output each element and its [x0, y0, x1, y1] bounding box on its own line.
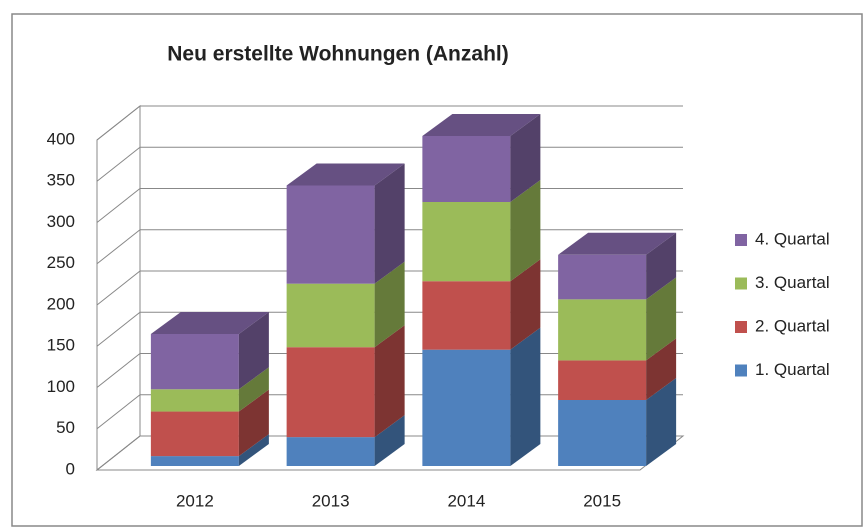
bar-top	[286, 163, 405, 186]
bar-segment	[286, 283, 375, 348]
bar-segment	[286, 185, 375, 284]
bar-top	[422, 114, 541, 136]
y-tick-label: 100	[47, 377, 75, 396]
y-tick-label: 150	[47, 336, 75, 355]
bar-segment	[558, 400, 647, 466]
legend-label: 1. Quartal	[755, 360, 830, 379]
bar-segment	[150, 411, 239, 457]
bar-side	[374, 163, 405, 284]
chart-title: Neu erstellte Wohnungen (Anzahl)	[167, 43, 508, 66]
bar-top	[558, 232, 677, 255]
bar-segment	[422, 281, 511, 350]
bar-side	[238, 434, 269, 466]
legend-swatch	[735, 364, 747, 377]
bar-segment	[286, 437, 375, 466]
bar-side	[646, 378, 677, 466]
bar-segment	[150, 456, 239, 466]
legend-label: 2. Quartal	[755, 316, 830, 335]
bar-side	[646, 232, 677, 300]
bar-top	[150, 312, 269, 334]
x-tick-label: 2015	[583, 491, 621, 510]
bar-side	[510, 259, 541, 350]
x-tick-label: 2013	[312, 491, 350, 510]
bar-segment	[422, 349, 511, 466]
y-tick-label: 300	[47, 212, 75, 231]
bar-side	[510, 114, 541, 202]
bar-segment	[422, 202, 511, 282]
bar-segment	[150, 334, 239, 390]
y-tick-label: 0	[66, 459, 75, 478]
bar-segment	[558, 254, 647, 300]
y-tick-label: 200	[47, 294, 75, 313]
bar-side	[646, 338, 677, 400]
bar-side	[646, 277, 677, 361]
bar-side	[238, 367, 269, 412]
y-tick-label: 350	[47, 171, 75, 190]
bar-segment	[150, 389, 239, 412]
y-tick-label: 250	[47, 253, 75, 272]
grid-line	[96, 105, 683, 141]
bar-side	[374, 415, 405, 466]
bar-segment	[286, 347, 375, 438]
bar-segment	[558, 360, 647, 400]
bar-side	[510, 327, 541, 466]
bar-side	[238, 389, 269, 457]
bar-side	[374, 325, 405, 438]
bar-segment	[558, 299, 647, 361]
bar-side	[510, 180, 541, 282]
x-tick-label: 2012	[176, 491, 214, 510]
legend-swatch	[735, 234, 747, 246]
bar-side	[238, 312, 269, 390]
bar-side	[374, 261, 405, 348]
bar-segment	[422, 136, 511, 202]
y-tick-label: 400	[47, 129, 75, 148]
legend-swatch	[735, 277, 747, 290]
y-tick-label: 50	[56, 418, 75, 437]
legend-label: 4. Quartal	[755, 229, 830, 248]
legend-swatch	[735, 321, 747, 333]
legend-label: 3. Quartal	[755, 273, 830, 292]
x-tick-label: 2014	[447, 491, 485, 510]
